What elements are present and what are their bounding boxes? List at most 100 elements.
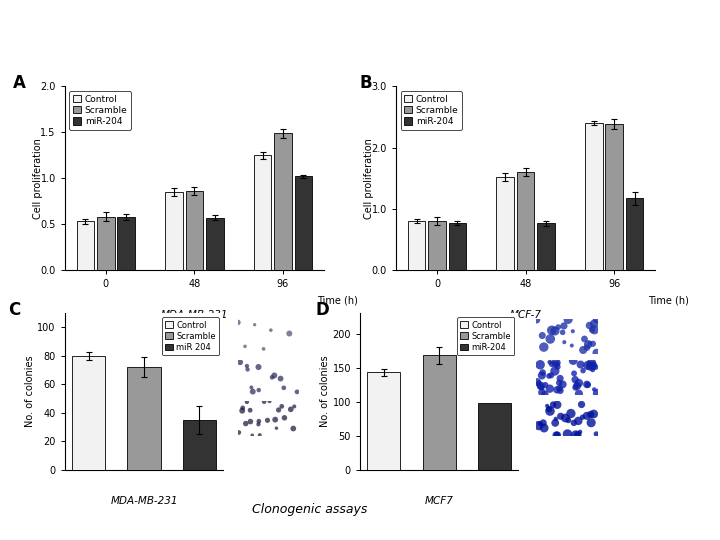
Point [562,430,573,438]
Point [246,383,257,391]
Point [237,403,248,412]
Bar [537,224,555,270]
Bar [76,221,94,270]
Point [269,371,280,380]
Point [562,416,574,424]
Text: MDA-MB-231: MDA-MB-231 [161,310,228,320]
Point [581,343,593,352]
Point [289,402,300,411]
Point [576,400,588,409]
Point [284,329,295,338]
Point [566,341,577,350]
Point [241,362,253,370]
Point [575,428,586,436]
Point [552,362,564,371]
Point [588,319,600,328]
Point [584,339,595,347]
Point [577,346,589,354]
Legend: Control, Scramble, miR-204: Control, Scramble, miR-204 [457,318,514,355]
Point [242,365,253,374]
Y-axis label: No. of colonies: No. of colonies [320,356,330,427]
Point [573,389,585,398]
Point [536,383,547,392]
Point [567,356,579,365]
Point [264,397,275,406]
Point [550,415,562,423]
Point [549,367,561,375]
Point [557,328,568,336]
Point [586,359,598,367]
Point [582,381,593,389]
Point [584,321,595,330]
Point [233,428,245,437]
Point [590,430,602,438]
Point [552,401,563,409]
Point [534,382,546,391]
Text: A: A [13,73,26,92]
Point [249,320,261,329]
Text: Time (h): Time (h) [648,296,689,306]
Point [537,368,549,377]
Point [539,424,550,433]
Point [541,402,553,410]
Point [592,389,603,398]
Point [536,331,548,340]
Point [546,360,558,368]
Bar [274,133,292,270]
Point [591,315,603,324]
Bar [97,217,114,270]
Point [534,360,546,369]
Point [531,315,542,324]
Point [247,387,258,396]
Point [537,418,549,427]
Legend: Control, Scramble, miR-204: Control, Scramble, miR-204 [69,91,131,130]
Point [269,415,281,424]
Point [551,359,562,368]
Bar [127,367,161,470]
Point [585,362,596,370]
Point [538,343,549,352]
Bar [478,403,511,470]
Point [573,379,585,387]
Text: MCF-7: MCF-7 [510,310,541,320]
Point [554,384,565,393]
Point [579,335,590,343]
Point [539,390,551,399]
Text: D: D [315,301,329,319]
Point [531,378,543,387]
Point [253,417,265,426]
Point [575,360,586,369]
Text: UACM: UACM [11,7,56,21]
Y-axis label: Cell proliferation: Cell proliferation [364,138,374,219]
Bar [496,177,514,270]
Bar [423,355,456,470]
Point [581,380,593,389]
Point [582,340,594,349]
Point [544,335,556,343]
Point [554,386,566,395]
Bar [517,172,534,270]
Text: Clonogenic assays: Clonogenic assays [252,503,367,516]
Point [543,372,554,380]
Bar [606,124,623,270]
Text: El miR-204 inhibe la proliferación celular: El miR-204 inhibe la proliferación celul… [234,27,601,46]
Point [577,366,589,375]
Point [265,326,276,334]
Point [258,397,270,406]
Point [558,322,570,330]
Point [287,424,299,433]
Point [534,420,546,428]
Bar [72,356,105,470]
Text: MDA-MB-231: MDA-MB-231 [110,496,178,507]
Point [278,383,289,392]
Point [552,386,563,394]
Bar [294,177,312,270]
Bar [408,221,426,270]
Point [587,340,598,348]
Point [539,381,551,389]
Point [554,374,566,383]
Point [536,381,547,390]
Point [590,348,602,357]
Point [285,405,297,414]
Bar [585,123,603,270]
